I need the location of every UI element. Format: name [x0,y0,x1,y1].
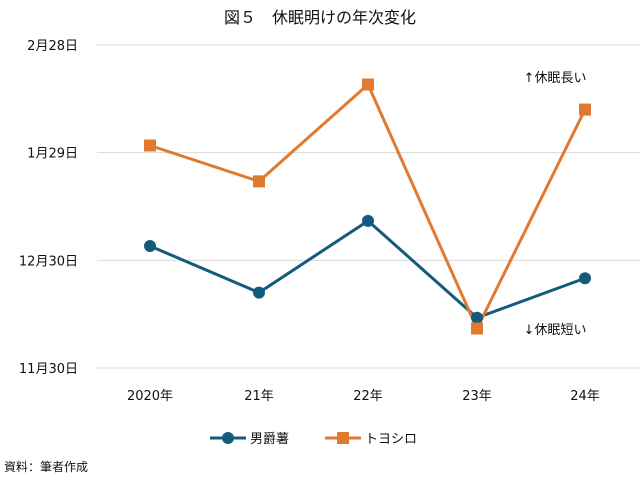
x-tick-label: 22年 [353,389,383,404]
x-tick-label: 21年 [244,389,274,404]
y-tick-label: 12月30日 [19,254,78,269]
chart-title: 図５ 休眠明けの年次変化 [223,8,416,27]
x-tick-label: 2020年 [127,389,173,404]
data-point [144,239,156,252]
data-point [579,272,591,285]
data-point [253,286,265,299]
annotation-short-dormancy: ↓休眠短い [524,323,587,338]
data-point [471,322,483,335]
data-point [144,139,156,152]
legend-label: 男爵薯 [250,432,289,447]
data-point [253,175,265,188]
data-point [471,311,483,324]
legend-label: トヨシロ [365,432,417,447]
source-note: 資料：筆者作成 [4,460,89,474]
series-line-トヨシロ [149,81,587,333]
annotation-long-dormancy: ↑休眠長い [524,71,587,86]
y-tick-label: 11月30日 [19,362,78,377]
series-line-男爵薯 [149,218,586,320]
data-point [362,214,374,227]
y-tick-label: 2月28日 [27,39,78,54]
legend-marker [337,432,349,444]
data-point [579,103,591,116]
legend-marker [222,432,234,444]
y-tick-label: 1月29日 [27,147,78,162]
x-tick-label: 24年 [570,389,600,404]
x-tick-label: 23年 [462,389,492,404]
data-point [362,78,374,91]
